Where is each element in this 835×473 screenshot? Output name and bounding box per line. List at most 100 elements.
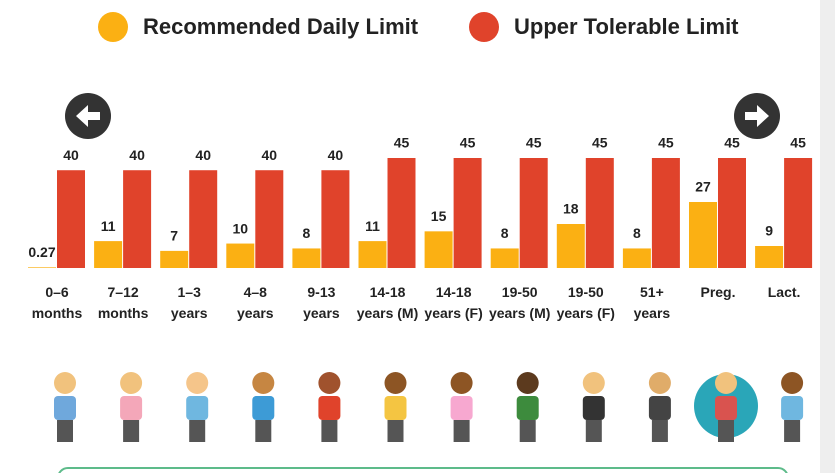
icon-body <box>186 396 209 420</box>
icon-legs <box>321 420 338 442</box>
value-label: 8 <box>501 225 509 241</box>
next-button[interactable] <box>734 93 780 139</box>
bar <box>424 231 453 268</box>
bar <box>94 241 123 268</box>
bar <box>226 243 255 268</box>
value-label: 8 <box>303 225 311 241</box>
bar <box>651 158 680 268</box>
icon-legs <box>453 420 470 442</box>
icon-body <box>384 396 407 420</box>
icon-body <box>450 396 473 420</box>
icon-head <box>582 372 605 394</box>
side-panel <box>820 0 835 473</box>
bar <box>755 246 784 268</box>
icon-head <box>120 372 143 394</box>
icon-legs <box>585 420 602 442</box>
icon-body <box>252 396 275 420</box>
bottom-panel <box>58 467 788 473</box>
bar <box>28 267 56 268</box>
icon-body <box>120 396 143 420</box>
bar <box>689 202 717 268</box>
bar <box>556 224 585 268</box>
bar <box>784 158 813 268</box>
value-label: 8 <box>633 225 641 241</box>
bar <box>622 248 651 268</box>
value-label: 40 <box>262 147 278 163</box>
bar <box>453 158 482 268</box>
icon-head <box>252 372 275 394</box>
category-label: 14-18 years (M) <box>356 284 419 321</box>
icons <box>54 372 804 442</box>
legend-label: Recommended Daily Limit <box>143 14 419 39</box>
value-label: 0.27 <box>28 244 55 260</box>
icon-legs <box>718 420 734 442</box>
value-label: 45 <box>460 135 476 151</box>
icon-legs <box>651 420 668 442</box>
bar <box>292 248 321 268</box>
bar <box>387 158 416 268</box>
legend-marker <box>98 12 128 42</box>
icon-legs <box>519 420 536 442</box>
category-label: 9-13 years <box>303 284 340 321</box>
value-label: 27 <box>695 179 711 195</box>
category-label: 4–8 years <box>237 284 274 321</box>
prev-button[interactable] <box>65 93 111 139</box>
category-label: 51+ years <box>633 284 671 321</box>
icon-legs <box>784 420 801 442</box>
icon-body <box>648 396 671 420</box>
value-label: 7 <box>170 228 178 244</box>
value-label: 15 <box>431 208 447 224</box>
value-label: 45 <box>394 135 410 151</box>
icon-head <box>318 372 341 394</box>
icon-body <box>582 396 605 420</box>
icon-body <box>318 396 341 420</box>
value-label: 45 <box>724 135 740 151</box>
category-label: 14-18 years (F) <box>424 284 483 321</box>
icon-head <box>516 372 539 394</box>
category-label: 7–12 months <box>97 284 149 321</box>
icon-body <box>54 396 76 420</box>
legend-marker <box>469 12 499 42</box>
category-label: 0–6 months <box>31 284 83 321</box>
category-label: Preg. <box>700 284 736 300</box>
category-label: 1–3 years <box>170 284 208 321</box>
bar <box>718 158 746 268</box>
category-label: 19-50 years (M) <box>488 284 551 321</box>
value-label: 45 <box>790 135 806 151</box>
icon-head <box>781 372 804 394</box>
value-label: 9 <box>765 223 773 239</box>
value-label: 45 <box>658 135 674 151</box>
value-label: 40 <box>63 147 79 163</box>
category-label: 19-50 years (F) <box>556 284 615 321</box>
bar <box>519 158 548 268</box>
bar <box>585 158 614 268</box>
bar <box>358 241 387 268</box>
value-label: 45 <box>526 135 542 151</box>
icon-body <box>781 396 804 420</box>
icon-legs <box>255 420 272 442</box>
value-label: 40 <box>129 147 145 163</box>
icon-legs <box>123 420 140 442</box>
bar <box>321 170 350 268</box>
icon-head <box>186 372 209 394</box>
icon-legs <box>387 420 404 442</box>
value-label: 18 <box>563 201 579 217</box>
value-label: 40 <box>195 147 211 163</box>
icon-body <box>715 396 737 420</box>
bar <box>160 250 189 268</box>
icon-head <box>648 372 671 394</box>
value-label: 40 <box>328 147 344 163</box>
value-label: 10 <box>233 220 249 236</box>
icon-body <box>516 396 539 420</box>
icon-head <box>54 372 76 394</box>
icon-head <box>450 372 473 394</box>
legend-label: Upper Tolerable Limit <box>514 14 739 39</box>
icon-legs <box>57 420 73 442</box>
icon-head <box>384 372 407 394</box>
bar <box>255 170 284 268</box>
bar <box>123 170 152 268</box>
category-label: Lact. <box>767 284 801 300</box>
bar <box>57 170 85 268</box>
